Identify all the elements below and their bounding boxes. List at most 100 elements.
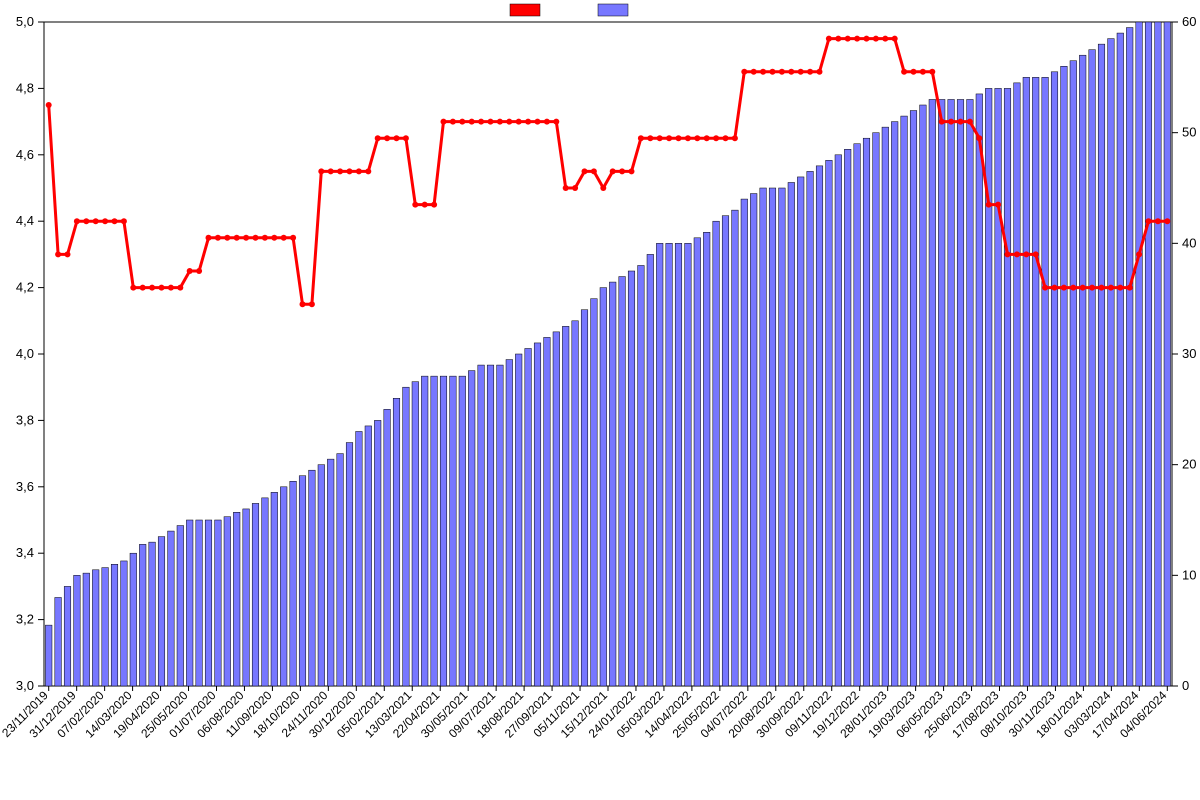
left-tick-label: 4,2 — [16, 280, 34, 295]
marker — [300, 301, 306, 307]
marker — [1005, 251, 1011, 257]
marker — [591, 168, 597, 174]
marker — [497, 119, 503, 125]
bar — [1164, 22, 1171, 686]
bar — [1089, 50, 1096, 686]
bar — [45, 625, 52, 686]
bar — [591, 299, 598, 686]
marker — [619, 168, 625, 174]
marker — [469, 119, 475, 125]
bar — [1061, 66, 1068, 686]
bar — [1155, 22, 1162, 686]
bar — [844, 149, 851, 686]
right-tick-label: 0 — [1182, 678, 1189, 693]
marker — [1146, 218, 1152, 224]
bar — [431, 376, 438, 686]
marker — [892, 36, 898, 42]
bar — [487, 365, 494, 686]
marker — [74, 218, 80, 224]
legend-line-swatch — [510, 4, 540, 16]
bar — [393, 398, 400, 686]
marker — [760, 69, 766, 75]
marker — [948, 119, 954, 125]
bar — [873, 133, 880, 686]
marker — [215, 235, 221, 241]
marker — [535, 119, 541, 125]
bar — [1023, 77, 1030, 686]
bar — [252, 503, 259, 686]
bar — [628, 271, 635, 686]
bar — [186, 520, 193, 686]
marker — [920, 69, 926, 75]
marker — [1117, 285, 1123, 291]
marker — [958, 119, 964, 125]
marker — [1052, 285, 1058, 291]
bar — [478, 365, 485, 686]
left-tick-label: 4,4 — [16, 213, 34, 228]
bar — [327, 459, 334, 686]
marker — [234, 235, 240, 241]
marker — [647, 135, 653, 141]
marker — [93, 218, 99, 224]
marker — [600, 185, 606, 191]
bar — [920, 105, 927, 686]
marker — [516, 119, 522, 125]
marker — [1080, 285, 1086, 291]
marker — [1070, 285, 1076, 291]
marker — [976, 135, 982, 141]
marker — [544, 119, 550, 125]
marker — [290, 235, 296, 241]
bar — [525, 348, 532, 686]
marker — [149, 285, 155, 291]
marker — [817, 69, 823, 75]
bar — [1079, 55, 1086, 686]
bar — [384, 409, 391, 686]
bar — [111, 564, 118, 686]
marker — [394, 135, 400, 141]
marker — [459, 119, 465, 125]
left-tick-label: 3,8 — [16, 412, 34, 427]
marker — [798, 69, 804, 75]
bar — [600, 288, 607, 686]
marker — [1164, 218, 1170, 224]
bar — [779, 188, 786, 686]
marker — [121, 218, 127, 224]
marker — [911, 69, 917, 75]
bar — [64, 586, 71, 686]
marker — [262, 235, 268, 241]
marker — [525, 119, 531, 125]
marker — [112, 218, 118, 224]
marker — [929, 69, 935, 75]
bar — [666, 243, 673, 686]
marker — [1042, 285, 1048, 291]
bar — [83, 573, 90, 686]
bar — [506, 360, 513, 686]
marker — [835, 36, 841, 42]
marker — [1061, 285, 1067, 291]
marker — [46, 102, 52, 108]
marker — [488, 119, 494, 125]
marker — [582, 168, 588, 174]
bar — [1004, 88, 1011, 686]
marker — [337, 168, 343, 174]
marker — [356, 168, 362, 174]
marker — [318, 168, 324, 174]
bar — [515, 354, 522, 686]
bar — [271, 492, 278, 686]
bar — [1098, 44, 1105, 686]
marker — [243, 235, 249, 241]
marker — [854, 36, 860, 42]
bar — [1070, 61, 1077, 686]
marker — [384, 135, 390, 141]
marker — [375, 135, 381, 141]
marker — [1155, 218, 1161, 224]
right-tick-label: 40 — [1182, 235, 1196, 250]
bar — [168, 531, 175, 686]
bar — [74, 575, 81, 686]
bar — [967, 99, 974, 686]
bar — [205, 520, 212, 686]
bar — [675, 243, 682, 686]
marker — [168, 285, 174, 291]
marker — [506, 119, 512, 125]
bar — [403, 387, 410, 686]
